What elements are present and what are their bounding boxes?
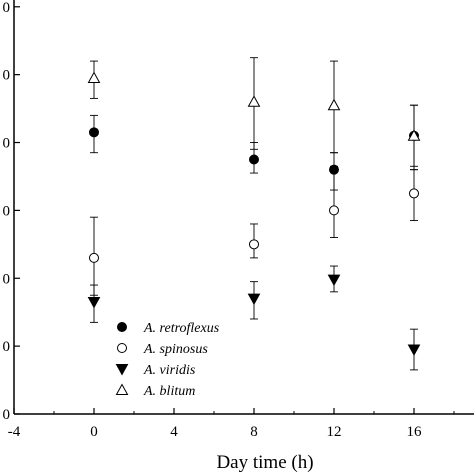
data-point	[247, 95, 261, 107]
y-tick-label: 0	[3, 203, 11, 219]
x-axis-label: Day time (h)	[216, 452, 313, 473]
legend-marker	[117, 343, 127, 353]
data-point	[407, 129, 421, 141]
y-tick-label: 0	[3, 339, 11, 355]
x-tick-label: 4	[170, 424, 178, 440]
y-tick-label: 0	[3, 407, 11, 423]
data-point	[409, 188, 419, 199]
y-tick-label: 0	[3, 68, 11, 84]
y-axis-ticks: 0 0 0 0 0 0 0	[3, 0, 20, 423]
x-tick-label: 8	[250, 424, 258, 440]
x-tick-label: 12	[327, 424, 342, 440]
legend-label: A. spinosus	[143, 342, 208, 357]
data-point	[247, 293, 261, 306]
legend-marker	[115, 383, 129, 395]
data-point	[407, 344, 421, 357]
legend-marker	[115, 364, 129, 376]
x-tick-label: 16	[407, 424, 423, 440]
data-point	[89, 127, 99, 138]
series-2	[87, 265, 421, 371]
series-1	[89, 165, 419, 296]
y-tick-label: 0	[3, 0, 11, 16]
data-series	[87, 57, 421, 371]
y-tick-label: 0	[3, 136, 11, 152]
data-point	[89, 252, 99, 263]
legend-label: A. retroflexus	[143, 321, 220, 336]
data-point	[249, 239, 259, 250]
plot-frame	[13, 0, 474, 415]
legend-marker	[117, 322, 127, 332]
data-point	[249, 154, 259, 165]
data-point	[327, 274, 341, 287]
data-point	[327, 98, 341, 111]
data-point	[329, 205, 339, 216]
x-tick-label: 0	[90, 424, 98, 440]
legend-label: A. viridis	[143, 363, 196, 378]
series-3	[87, 57, 421, 171]
data-point	[87, 297, 101, 309]
legend: A. retroflexus A. spinosus A. viridis A. bl…	[115, 321, 220, 399]
legend-label: A. blitum	[143, 384, 195, 399]
x-axis-ticks: -4 0 4 8 12 16	[8, 408, 455, 440]
y-tick-label: 0	[3, 271, 11, 287]
data-point	[87, 71, 101, 84]
x-tick-label: -4	[8, 424, 21, 440]
